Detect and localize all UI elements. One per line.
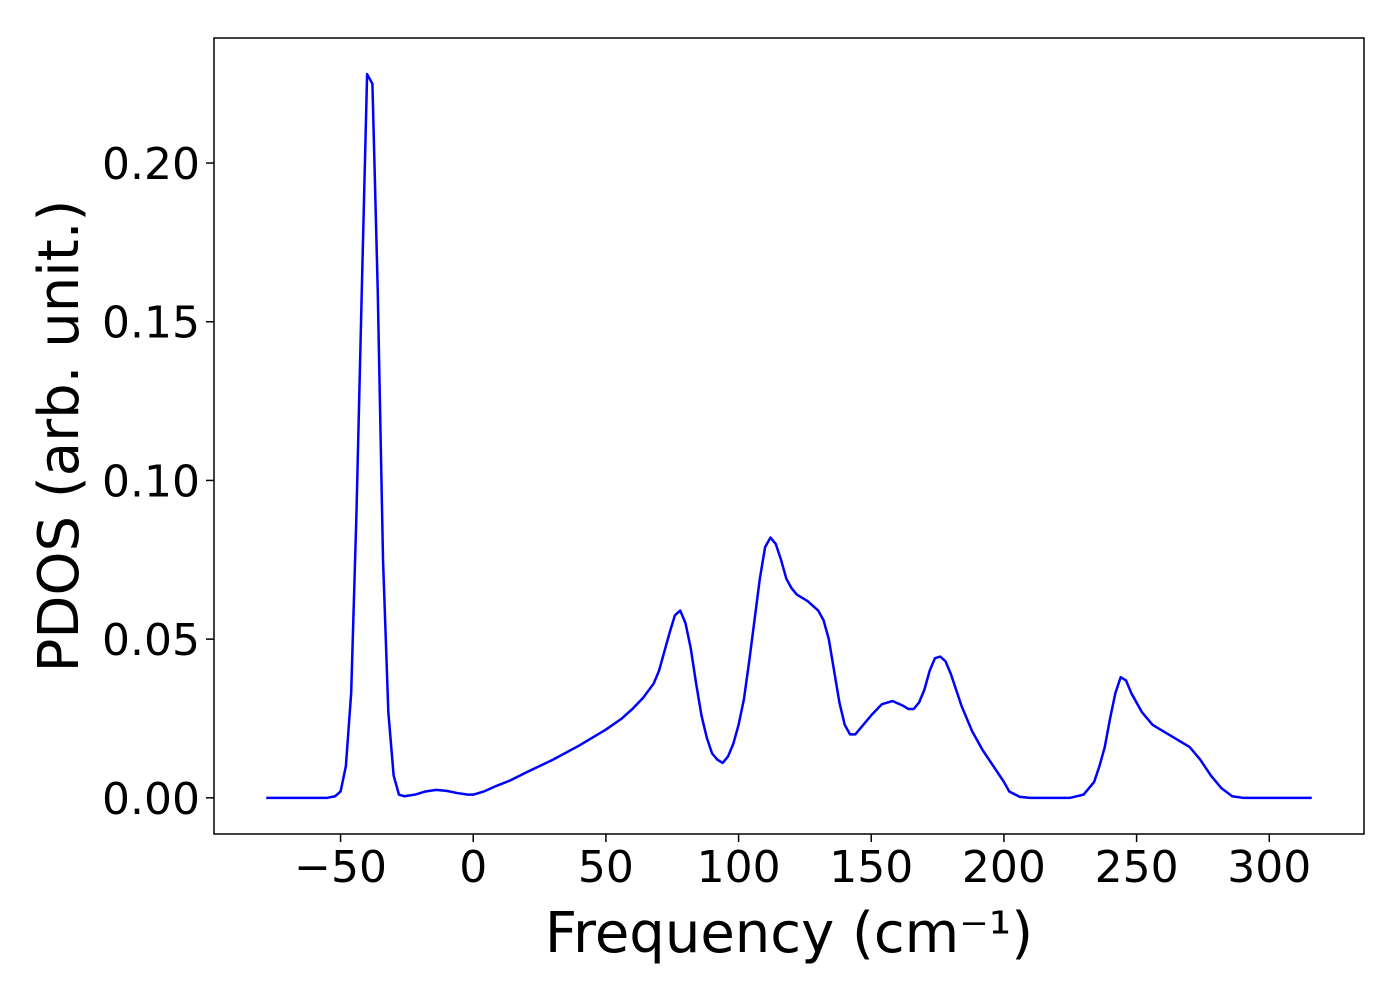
x-tick-label: 250	[1095, 842, 1179, 893]
x-tick-label: 50	[578, 842, 634, 893]
x-tick-label: 100	[697, 842, 781, 893]
y-axis-label: PDOS (arb. unit.)	[27, 200, 92, 673]
plot-frame	[213, 37, 1365, 835]
x-tick-label: −50	[294, 842, 387, 893]
x-axis-label: Frequency (cm⁻¹)	[545, 901, 1033, 966]
y-tick-label: 0.20	[102, 139, 200, 190]
data-line	[266, 72, 1312, 800]
x-tick-label: 200	[962, 842, 1046, 893]
y-tick-label: 0.00	[102, 774, 200, 825]
x-tick-label: 150	[829, 842, 913, 893]
y-tick-label: 0.05	[102, 615, 200, 666]
x-tick-label: 300	[1227, 842, 1311, 893]
x-tick-label: 0	[459, 842, 487, 893]
y-tick-label: 0.10	[102, 456, 200, 507]
y-tick-label: 0.15	[102, 298, 200, 349]
